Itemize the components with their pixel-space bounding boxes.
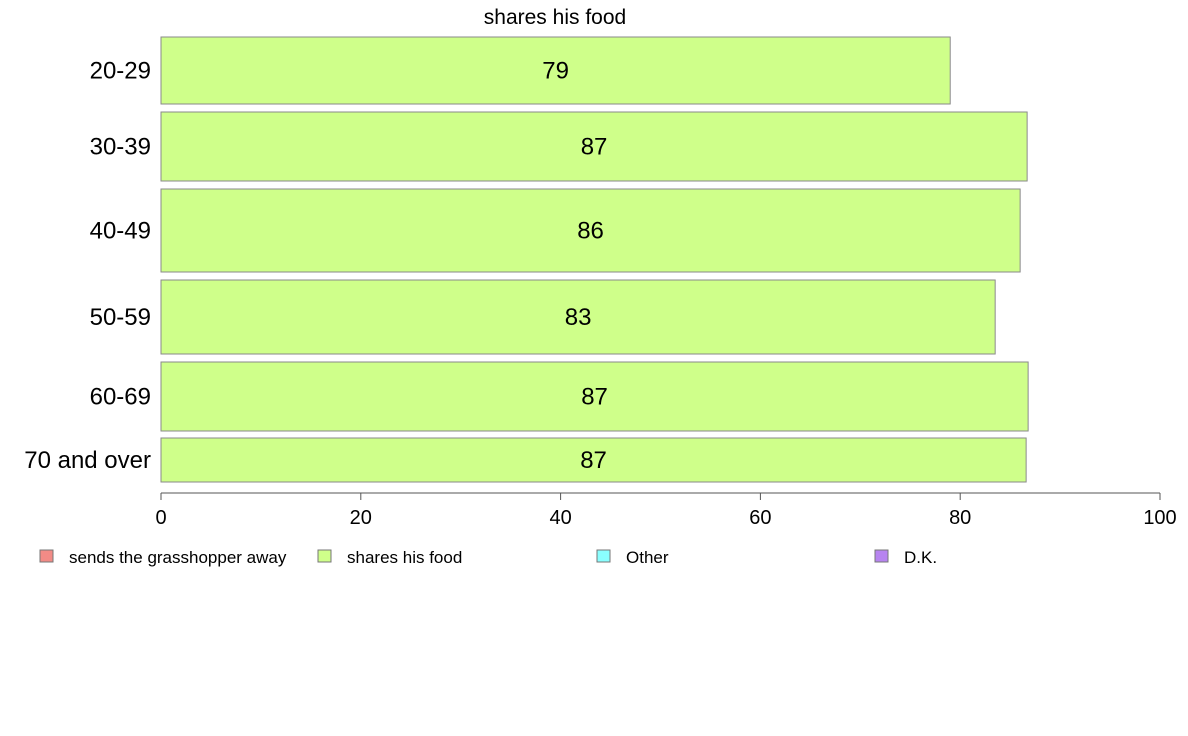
legend-swatch-0	[39, 549, 54, 563]
bar-4	[160, 361, 1029, 432]
x-tick-label-5: 100	[1143, 507, 1176, 529]
legend-swatch-3	[874, 549, 889, 563]
legend-label-3: D.K.	[904, 548, 937, 567]
bars-group: 20-29 79 30-39 87 40-49 86 50-59 83 60-69 87 70 an…	[24, 36, 1029, 483]
category-label-5: 70 and over	[24, 447, 151, 474]
bar-3	[160, 279, 996, 355]
data-label-5: 87	[580, 447, 607, 474]
data-label-2: 86	[577, 218, 604, 245]
legend-label-2: Other	[626, 548, 669, 567]
x-tick-label-3: 60	[749, 507, 771, 529]
chart-title: shares his food	[484, 6, 626, 29]
category-label-4: 60-69	[90, 384, 151, 411]
legend: sends the grasshopper away shares his foo…	[39, 548, 937, 567]
data-label-4: 87	[581, 384, 608, 411]
data-label-3: 83	[565, 304, 592, 331]
category-label-0: 20-29	[90, 58, 151, 85]
x-tick-label-4: 80	[949, 507, 971, 529]
x-tick-label-2: 40	[549, 507, 571, 529]
legend-swatch-1	[317, 549, 332, 563]
bar-2	[160, 188, 1021, 273]
x-axis: 0 20 40 60 80 100	[155, 492, 1177, 529]
category-label-1: 30-39	[90, 134, 151, 161]
category-label-2: 40-49	[90, 218, 151, 245]
bar-5	[160, 437, 1027, 483]
x-tick-label-0: 0	[155, 507, 166, 529]
legend-label-0: sends the grasshopper away	[69, 548, 287, 567]
legend-label-1: shares his food	[347, 548, 462, 567]
bar-1	[160, 111, 1028, 182]
bar-0	[160, 36, 951, 105]
x-tick-label-1: 20	[350, 507, 372, 529]
category-label-3: 50-59	[90, 304, 151, 331]
data-label-1: 87	[581, 134, 608, 161]
legend-swatch-2	[596, 549, 611, 563]
data-label-0: 79	[542, 58, 569, 85]
